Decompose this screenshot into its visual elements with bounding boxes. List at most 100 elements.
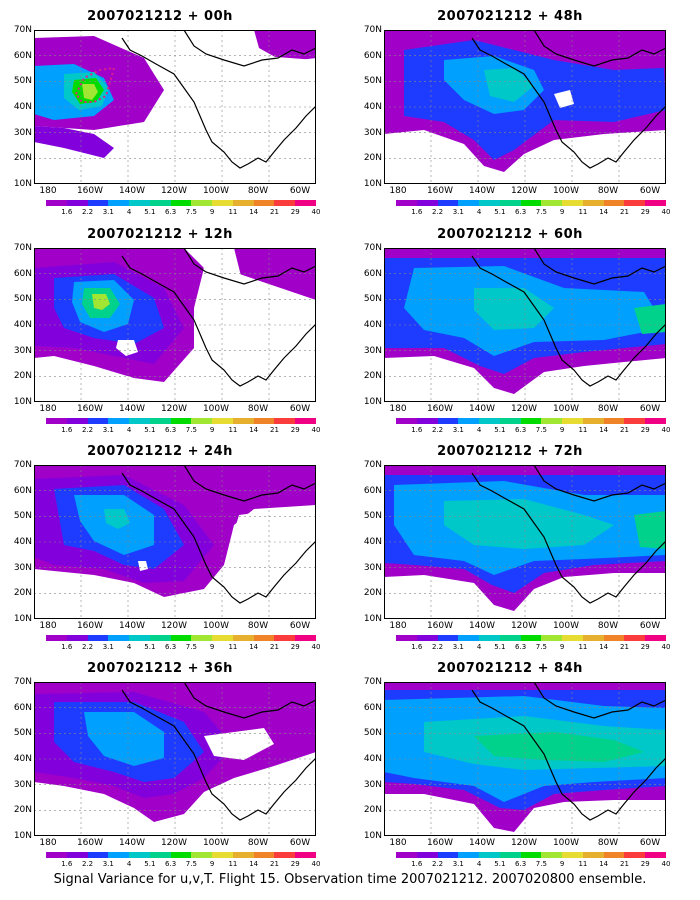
colorbar-swatch bbox=[582, 852, 604, 858]
colorbar-label: 9 bbox=[209, 643, 215, 651]
y-tick-label: 40N bbox=[13, 537, 32, 547]
panel-title: 2007021212 + 12h bbox=[87, 227, 233, 242]
colorbar-swatch bbox=[170, 418, 192, 424]
colorbar-label: 1.6 bbox=[411, 208, 423, 216]
colorbar-swatch bbox=[149, 200, 171, 206]
y-tick-label: 40N bbox=[363, 754, 382, 764]
colorbar-swatch bbox=[232, 418, 254, 424]
y-tick-label: 20N bbox=[363, 153, 382, 164]
colorbar bbox=[46, 635, 316, 641]
colorbar-swatch bbox=[645, 418, 666, 424]
colorbar-label: 21 bbox=[269, 426, 279, 434]
colorbar-swatch bbox=[46, 635, 67, 641]
x-tick-label: 100W bbox=[202, 621, 230, 631]
panel-title: 2007021212 + 00h bbox=[87, 9, 233, 24]
colorbar-label: 5.1 bbox=[494, 208, 506, 216]
x-tick-label: 100W bbox=[552, 621, 580, 631]
y-tick-label: 20N bbox=[363, 371, 382, 382]
colorbar-swatch bbox=[416, 418, 438, 424]
colorbar-label: 7.5 bbox=[535, 208, 547, 216]
y-tick-label: 20N bbox=[13, 153, 32, 164]
colorbar-label: 21 bbox=[269, 208, 279, 216]
x-tick-label: 60W bbox=[639, 621, 661, 631]
y-tick-label: 10N bbox=[13, 831, 32, 841]
colorbar-label: 3.1 bbox=[452, 860, 464, 868]
y-tick-label: 50N bbox=[13, 728, 32, 739]
coastline bbox=[533, 248, 666, 285]
x-tick-label: 140W bbox=[118, 186, 146, 196]
x-tick-label: 140W bbox=[118, 621, 146, 631]
colorbar-label: 7.5 bbox=[185, 426, 197, 434]
clean-area bbox=[116, 340, 138, 356]
x-tick-label: 100W bbox=[202, 838, 230, 848]
map-plot bbox=[34, 465, 316, 619]
colorbar-swatch bbox=[499, 852, 521, 858]
y-tick-label: 50N bbox=[363, 511, 382, 522]
y-tick-label: 60N bbox=[13, 485, 32, 496]
colorbar-swatch bbox=[232, 852, 254, 858]
variance-contour bbox=[474, 732, 644, 762]
x-tick-label: 180 bbox=[39, 186, 57, 196]
x-tick-label: 140W bbox=[468, 621, 496, 631]
colorbar-label: 3.1 bbox=[452, 426, 464, 434]
colorbar-swatch bbox=[562, 200, 583, 206]
colorbar-swatch bbox=[645, 200, 666, 206]
x-tick-label: 160W bbox=[76, 404, 104, 414]
colorbar-label: 14 bbox=[599, 860, 609, 868]
colorbar-swatch bbox=[46, 852, 67, 858]
colorbar-swatch bbox=[458, 418, 480, 424]
colorbar-label: 6.3 bbox=[515, 643, 527, 651]
colorbar-label: 14 bbox=[599, 208, 609, 216]
variance-contour bbox=[634, 511, 666, 549]
colorbar-swatch bbox=[624, 635, 646, 641]
colorbar-label: 1.6 bbox=[61, 208, 73, 216]
colorbar-swatch bbox=[274, 635, 296, 641]
clean-area bbox=[184, 262, 316, 402]
clean-area bbox=[554, 90, 574, 108]
colorbar-swatch bbox=[108, 635, 130, 641]
coastline bbox=[471, 689, 666, 821]
colorbar-swatch bbox=[416, 200, 438, 206]
colorbar-swatch bbox=[274, 200, 296, 206]
colorbar bbox=[46, 200, 316, 206]
y-tick-label: 60N bbox=[13, 268, 32, 279]
coastline bbox=[183, 465, 316, 502]
coastline bbox=[471, 255, 666, 387]
colorbar-label: 7.5 bbox=[535, 860, 547, 868]
colorbar-swatch bbox=[603, 200, 625, 206]
variance-contour bbox=[444, 499, 614, 549]
x-tick-label: 160W bbox=[76, 838, 104, 848]
x-tick-label: 80W bbox=[597, 404, 619, 414]
x-tick-label: 180 bbox=[39, 838, 57, 848]
y-tick-label: 40N bbox=[363, 320, 382, 330]
colorbar-swatch bbox=[87, 200, 109, 206]
x-tick-label: 120W bbox=[510, 838, 538, 848]
colorbar-label: 7.5 bbox=[185, 860, 197, 868]
colorbar-label: 3.1 bbox=[452, 643, 464, 651]
colorbar-swatch bbox=[582, 635, 604, 641]
colorbar-swatch bbox=[66, 200, 88, 206]
map-panel: 2007021212 + 72h 70N 60N 50N 40N 30N 20N 10N 180… bbox=[350, 443, 671, 659]
colorbar-swatch bbox=[458, 635, 480, 641]
colorbar-swatch bbox=[520, 200, 542, 206]
map-panel: 2007021212 + 84h 70N 60N 50N 40N 30N 20N 10N 180… bbox=[350, 660, 671, 876]
y-tick-label: 10N bbox=[363, 614, 382, 624]
clean-area bbox=[138, 561, 148, 571]
colorbar-label: 2.2 bbox=[431, 643, 444, 651]
colorbar-label: 1.6 bbox=[411, 643, 423, 651]
colorbar-label: 4 bbox=[476, 860, 482, 868]
map-panel: 2007021212 + 48h 70N 60N 50N 40N 30N 20N 10N 180… bbox=[350, 8, 671, 224]
map-panel: 2007021212 + 12h 70N 60N 50N 40N 30N 20N 10N 180… bbox=[0, 226, 321, 442]
y-tick-label: 30N bbox=[13, 345, 32, 356]
colorbar-label: 40 bbox=[311, 860, 321, 868]
colorbar-label: 11 bbox=[578, 426, 588, 434]
x-tick-label: 120W bbox=[160, 838, 188, 848]
x-tick-label: 160W bbox=[426, 186, 454, 196]
colorbar-swatch bbox=[396, 635, 417, 641]
colorbar-swatch bbox=[212, 635, 233, 641]
y-tick-label: 70N bbox=[13, 677, 32, 687]
map-plot bbox=[384, 30, 666, 184]
colorbar-swatch bbox=[295, 635, 316, 641]
coastline bbox=[471, 472, 666, 604]
colorbar-label: 5.1 bbox=[144, 643, 156, 651]
